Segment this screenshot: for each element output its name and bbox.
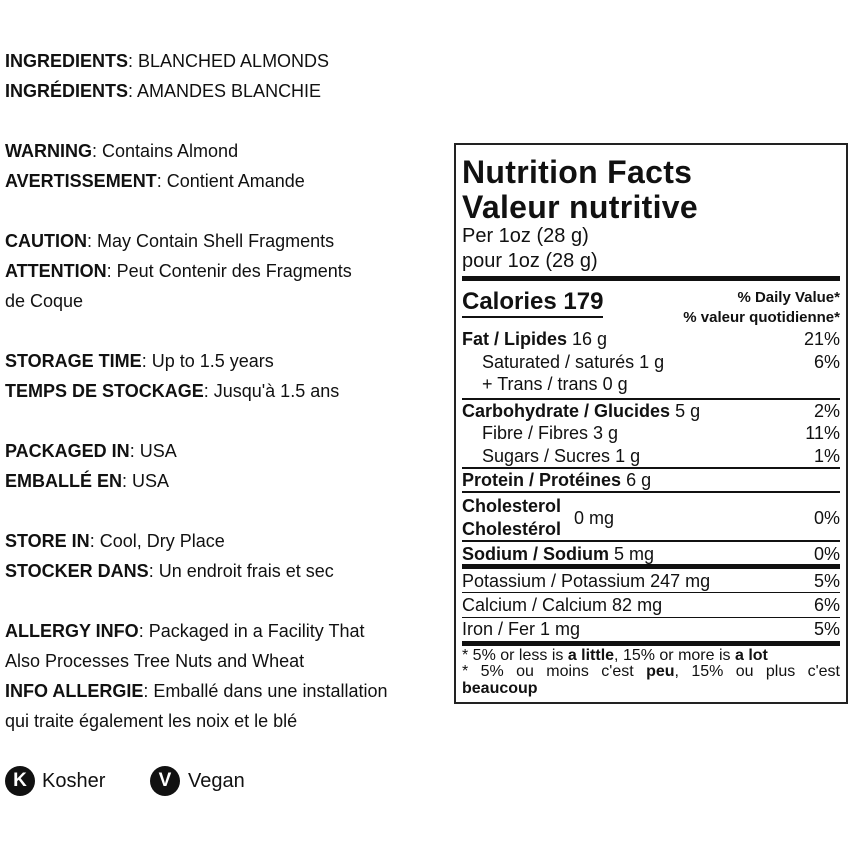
nutrient-name: + Trans / trans [482,374,598,394]
footnote-fr-end: beaucoup [462,680,538,697]
nutrient-row: Sodium / Sodium 5 mg 0% [462,544,840,564]
nutrient-percent: 2% [813,401,840,421]
info-line: INGRÉDIENTS: AMANDES BLANCHIE [5,81,322,101]
nutrient-percent: 5% [813,571,840,591]
nutrient-name: Sodium / Sodium [462,544,609,564]
info-line: INFO ALLERGIE: Emballé dans une installa… [5,681,388,701]
nutrient-row: Potassium / Potassium 247 mg 5% [462,571,840,591]
info-line: de Coque [5,291,84,311]
nutrient-name: Potassium / Potassium [462,571,646,591]
nutrient-row: Fibre / Fibres 3 g 11% [462,423,840,443]
nutrient-name: Iron / Fer [462,619,536,639]
footnote-en: * 5% or less is a little, 15% or more is… [462,647,768,664]
nutrient-name: Fat / Lipides [462,329,568,349]
title-fr: Valeur nutritive [462,189,698,225]
nutrient-amount: 6 g [626,470,652,490]
nutrient-percent: 6% [813,595,840,615]
nutrient-percent: 6% [813,352,840,372]
nutrient-row: Fat / Lipides 16 g 21% [462,329,840,349]
info-line: AVERTISSEMENT: Contient Amande [5,171,305,191]
nutrient-row: Cholesterol Cholestérol 0 mg 0% [462,495,840,541]
nutrition-facts-label: Nutrition Facts Valeur nutritive Per 1oz… [454,143,848,704]
info-line: STORAGE TIME: Up to 1.5 years [5,351,274,371]
info-line: ATTENTION: Peut Contenir des Fragments [5,261,352,281]
daily-value-header: % Daily Value*% valeur quotidienne* [683,289,840,326]
divider [462,276,840,281]
calories: Calories 179 [462,288,604,318]
info-line: qui traite également les noix et le blé [5,711,298,731]
divider [462,592,840,593]
nutrient-row: Iron / Fer 1 mg 5% [462,619,840,639]
info-line: CAUTION: May Contain Shell Fragments [5,231,335,251]
info-line: TEMPS DE STOCKAGE: Jusqu'à 1.5 ans [5,381,340,401]
vegan-label: Vegan [188,770,245,792]
nutrient-percent: 1% [813,446,840,466]
info-line: INGREDIENTS: BLANCHED ALMONDS [5,51,330,71]
nutrient-percent: 11% [805,423,840,443]
nutrient-amount: 82 mg [612,595,663,615]
nutrient-amount: 0 mg [574,507,615,528]
nutrient-row: Carbohydrate / Glucides 5 g 2% [462,401,840,421]
nutrient-amount: 1 g [615,446,641,466]
vegan-icon: V [150,766,180,796]
info-line: Also Processes Tree Nuts and Wheat [5,651,305,671]
divider [462,491,840,493]
nutrient-amount: 0 g [602,374,628,394]
serving-fr: pour 1oz (28 g) [462,250,598,272]
info-line: WARNING: Contains Almond [5,141,239,161]
nutrient-percent: 5% [813,619,840,639]
title-en: Nutrition Facts [462,154,693,190]
kosher-label: Kosher [42,770,106,792]
divider [462,564,840,569]
nutrient-row: Sugars / Sucres 1 g 1% [462,446,840,466]
nutrient-amount: 16 g [572,329,608,349]
nutrient-amount: 1 g [639,352,665,372]
nutrient-row: Protein / Protéines 6 g [462,470,840,490]
nutrient-amount: 3 g [593,423,619,443]
nutrient-row: Calcium / Calcium 82 mg 6% [462,595,840,615]
divider [462,641,840,646]
nutrient-name: Calcium / Calcium [462,595,608,615]
info-line: STORE IN: Cool, Dry Place [5,531,225,551]
nutrient-amount: 5 g [675,401,701,421]
nutrient-percent: 0% [813,544,840,564]
nutrient-name: Cholesterol Cholestérol [462,496,562,539]
serving-en: Per 1oz (28 g) [462,225,589,247]
nutrient-percent: 0% [813,508,840,528]
info-line: ALLERGY INFO: Packaged in a Facility Tha… [5,621,365,641]
footnote-fr: * 5% ou moins c'est peu, 15% ou plus c'e… [462,663,840,680]
divider [462,540,840,542]
kosher-icon: K [5,766,35,796]
nutrient-name: Carbohydrate / Glucides [462,401,671,421]
nutrient-name: Sugars / Sucres [482,446,611,466]
info-line: EMBALLÉ EN: USA [5,471,170,491]
nutrient-amount: 247 mg [650,571,711,591]
divider [462,398,840,400]
divider [462,467,840,469]
info-line: STOCKER DANS: Un endroit frais et sec [5,561,334,581]
nutrient-row: + Trans / trans 0 g [462,374,840,394]
nutrient-amount: 1 mg [540,619,581,639]
info-line: PACKAGED IN: USA [5,441,177,461]
nutrient-name: Saturated / saturés [482,352,635,372]
nutrient-percent: 21% [803,329,840,349]
nutrient-row: Saturated / saturés 1 g 6% [462,352,840,372]
nutrient-name: Protein / Protéines [462,470,622,490]
nutrient-amount: 5 mg [614,544,655,564]
divider [462,617,840,618]
nutrient-name: Fibre / Fibres [482,423,589,443]
